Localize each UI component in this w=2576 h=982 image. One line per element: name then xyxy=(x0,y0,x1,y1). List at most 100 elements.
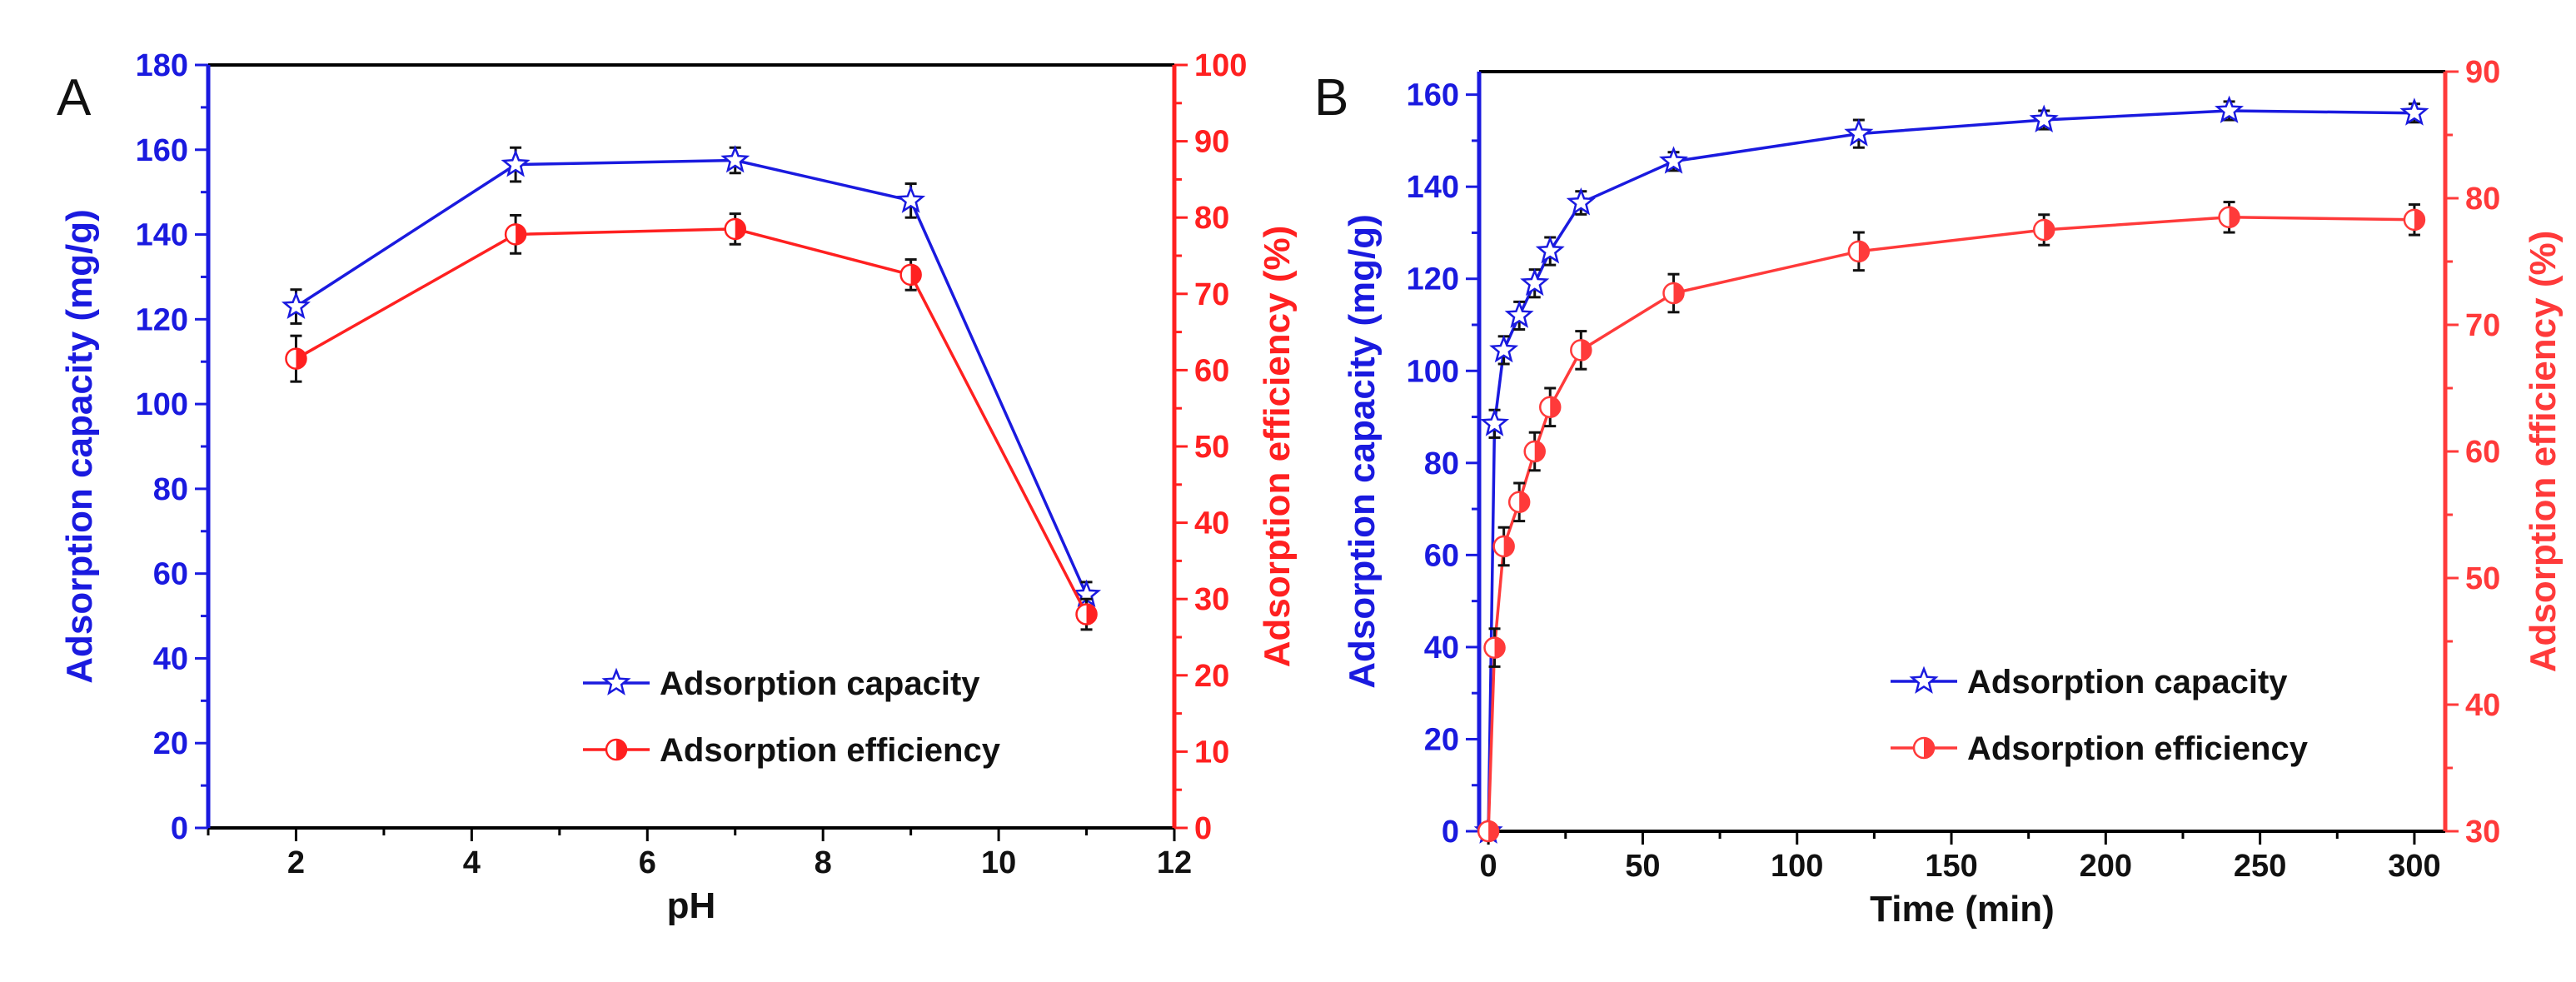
legend-marker xyxy=(1912,736,1936,760)
y-axis-title: Adsorption capacity (mg/g) xyxy=(1342,214,1383,689)
panel-label: A xyxy=(57,69,92,127)
y2-tick-label: 40 xyxy=(2465,688,2500,723)
data-point xyxy=(2399,97,2429,126)
data-point xyxy=(1075,603,1098,626)
legend: Adsorption capacity Adsorption efficiency xyxy=(1891,664,2309,767)
data-point xyxy=(281,291,311,319)
series-capacity xyxy=(281,145,1102,609)
y-tick-label: 20 xyxy=(153,726,188,761)
y2-tick-label: 70 xyxy=(1194,277,1229,312)
series-line xyxy=(1487,216,2414,832)
y-tick-label: 160 xyxy=(1407,78,1459,113)
series-efficiency xyxy=(1477,201,2426,843)
y-tick-label: 80 xyxy=(153,472,188,507)
x-tick-label: 300 xyxy=(2388,849,2440,884)
y2-tick-label: 30 xyxy=(1194,582,1229,617)
y-tick-label: 0 xyxy=(171,811,188,846)
data-point xyxy=(1844,118,1874,147)
legend-marker xyxy=(601,667,631,695)
data-point xyxy=(2403,208,2426,232)
data-point xyxy=(2032,218,2055,242)
y2-tick-label: 20 xyxy=(1194,659,1229,694)
legend: Adsorption capacity Adsorption efficiency xyxy=(583,665,1001,769)
y2-tick-label: 30 xyxy=(2465,815,2500,850)
data-point xyxy=(1658,146,1688,174)
data-point xyxy=(501,149,531,177)
x-tick-label: 8 xyxy=(815,845,832,880)
y-tick-label: 140 xyxy=(136,218,188,253)
data-point xyxy=(504,223,527,246)
data-point xyxy=(1570,339,1592,361)
x-tick-label: 2 xyxy=(287,845,305,880)
y-tick-label: 140 xyxy=(1407,170,1459,205)
y2-tick-label: 10 xyxy=(1194,735,1229,770)
panel-label: B xyxy=(1314,69,1348,127)
data-point xyxy=(1520,267,1550,297)
y-tick-label: 120 xyxy=(1407,262,1459,297)
x-tick-label: 10 xyxy=(981,845,1016,880)
y-tick-label: 160 xyxy=(136,133,188,168)
y2-tick-label: 50 xyxy=(1194,430,1229,465)
x-tick-label: 12 xyxy=(1157,845,1192,880)
data-point xyxy=(724,217,746,241)
data-point xyxy=(1538,396,1562,419)
y2-tick-label: 50 xyxy=(2465,561,2500,596)
y-axis-title: Adsorption capacity (mg/g) xyxy=(59,209,100,684)
data-point xyxy=(899,263,922,287)
y-tick-label: 40 xyxy=(1424,631,1459,665)
x-tick-label: 150 xyxy=(1925,849,1977,884)
data-point xyxy=(1504,300,1534,328)
data-point xyxy=(1523,440,1546,463)
x-axis-title: Time (min) xyxy=(1870,889,2055,930)
data-point xyxy=(1480,408,1510,436)
y-tick-label: 20 xyxy=(1424,722,1459,757)
y2-tick-label: 90 xyxy=(1194,125,1229,160)
y-tick-label: 100 xyxy=(1407,354,1459,389)
y2-tick-label: 40 xyxy=(1194,506,1229,541)
legend-label: Adsorption efficiency xyxy=(1967,730,2309,767)
y-tick-label: 0 xyxy=(1442,815,1459,850)
series-line xyxy=(295,158,1089,596)
data-point xyxy=(285,347,307,370)
y2-tick-label: 80 xyxy=(1194,201,1229,236)
y2-axis-title: Adsorption efficiency (%) xyxy=(1257,226,1298,668)
data-point xyxy=(1489,335,1519,363)
series-line xyxy=(295,227,1089,616)
legend-label: Adsorption capacity xyxy=(660,665,980,702)
data-point xyxy=(2215,95,2245,123)
y-tick-label: 40 xyxy=(153,641,188,676)
data-point xyxy=(1492,535,1515,558)
data-point xyxy=(1535,236,1565,264)
data-point xyxy=(1483,636,1506,659)
y2-tick-label: 0 xyxy=(1194,811,1212,846)
y2-tick-label: 90 xyxy=(2465,55,2500,90)
y2-axis-title: Adsorption efficiency (%) xyxy=(2523,231,2564,673)
legend-label: Adsorption capacity xyxy=(1967,664,2288,700)
data-point xyxy=(1662,282,1685,305)
data-point xyxy=(2218,206,2240,229)
y-tick-label: 100 xyxy=(136,387,188,422)
legend-marker xyxy=(605,738,628,761)
series-line xyxy=(1487,109,2414,832)
y-tick-label: 60 xyxy=(1424,538,1459,573)
y2-tick-label: 60 xyxy=(2465,435,2500,470)
y-tick-label: 180 xyxy=(136,48,188,83)
y2-tick-label: 70 xyxy=(2465,308,2500,343)
y-tick-label: 120 xyxy=(136,302,188,337)
panel-a-chart: A2 4 6 8 10 120204060801001201401601800102030… xyxy=(57,48,1298,926)
data-point xyxy=(1847,240,1871,263)
data-point xyxy=(1566,187,1596,216)
data-point xyxy=(1477,820,1500,843)
data-point xyxy=(2029,104,2059,132)
x-tick-label: 250 xyxy=(2234,849,2286,884)
x-tick-label: 6 xyxy=(639,845,656,880)
y2-tick-label: 100 xyxy=(1194,48,1247,83)
series-efficiency xyxy=(285,212,1098,631)
y2-tick-label: 80 xyxy=(2465,182,2500,217)
legend-marker xyxy=(1909,665,1939,694)
x-tick-label: 100 xyxy=(1771,849,1823,884)
y2-tick-label: 60 xyxy=(1194,353,1229,388)
x-tick-label: 200 xyxy=(2080,849,2132,884)
data-point xyxy=(1507,491,1531,514)
